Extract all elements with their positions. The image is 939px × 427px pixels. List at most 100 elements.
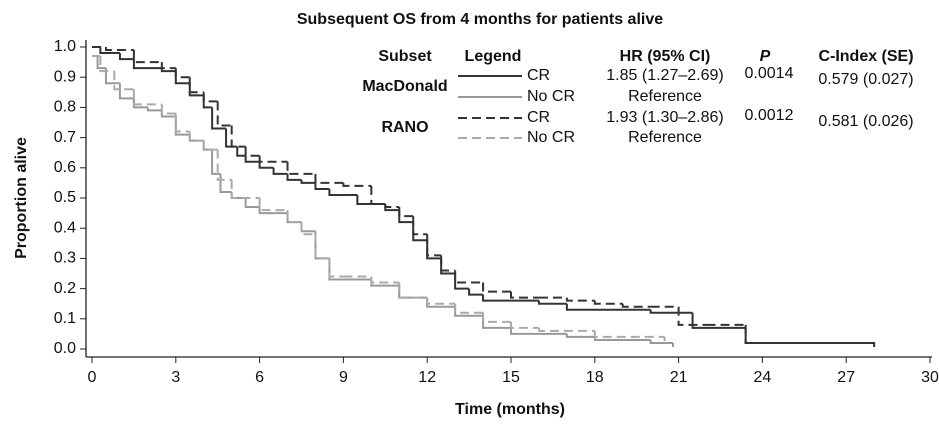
- x-tick-label: 3: [171, 369, 180, 386]
- survival-step: [300, 222, 316, 233]
- legend-header: Legend: [465, 48, 522, 65]
- survival-step: [314, 231, 330, 260]
- survival-step: [328, 188, 344, 196]
- survival-step: [230, 125, 246, 148]
- survival-step: [593, 300, 623, 305]
- x-tick-label: 9: [339, 369, 348, 386]
- survival-step: [286, 173, 302, 181]
- legend-subset: MacDonald: [362, 78, 447, 95]
- p-value: 0.0014: [745, 65, 794, 82]
- survival-step: [300, 222, 316, 236]
- chart-title: Subsequent OS from 4 months for patients…: [297, 11, 663, 28]
- hazard-ratio: Reference: [628, 129, 702, 146]
- survival-step: [454, 303, 484, 314]
- survival-step: [426, 240, 442, 260]
- x-tick-label: 27: [837, 369, 855, 386]
- survival-step: [454, 273, 470, 290]
- survival-step: [398, 207, 414, 218]
- y-tick-label: 0.9: [54, 68, 76, 85]
- y-tick-label: 0.1: [54, 310, 76, 327]
- survival-step: [104, 68, 120, 85]
- x-tick-label: 30: [921, 369, 939, 386]
- survival-step: [593, 336, 651, 341]
- survival-step: [113, 71, 134, 91]
- survival-step: [132, 50, 162, 64]
- c-index: 0.579 (0.027): [818, 71, 913, 88]
- survival-step: [99, 47, 120, 55]
- legend-label: CR: [527, 67, 550, 84]
- survival-step: [314, 234, 330, 260]
- survival-step: [225, 128, 238, 148]
- survival-step: [677, 306, 707, 326]
- c-index: 0.581 (0.026): [818, 113, 913, 130]
- survival-step: [160, 62, 176, 70]
- survival-step: [691, 312, 707, 329]
- legend-label: No CR: [527, 88, 575, 105]
- y-axis-label: Proportion alive: [13, 137, 30, 259]
- x-axis-label: Time (months): [455, 401, 565, 418]
- survival-step: [236, 146, 246, 157]
- legend-header: C-Index (SE): [818, 48, 913, 65]
- survival-step: [286, 213, 302, 224]
- p-value: 0.0012: [745, 107, 794, 124]
- x-tick-label: 12: [418, 369, 436, 386]
- survival-step: [188, 83, 204, 97]
- survival-step: [454, 270, 484, 284]
- survival-step: [174, 68, 190, 79]
- y-tick-label: 0.6: [54, 159, 76, 176]
- survival-step: [370, 276, 400, 284]
- y-tick-label: 0.5: [54, 189, 76, 206]
- survival-step: [174, 116, 190, 136]
- survival-step: [468, 288, 484, 296]
- survival-step: [314, 173, 344, 184]
- survival-step: [454, 306, 484, 317]
- survival-step: [593, 330, 665, 338]
- survival-step: [146, 107, 162, 112]
- x-tick-label: 6: [255, 369, 264, 386]
- survival-step: [440, 255, 456, 272]
- survival-step: [663, 336, 666, 341]
- survival-step: [219, 173, 232, 193]
- x-tick-label: 21: [670, 369, 688, 386]
- survival-step: [744, 324, 875, 344]
- survival-step: [188, 77, 204, 94]
- y-tick-label: 0.3: [54, 250, 76, 267]
- survival-step: [258, 207, 288, 215]
- survival-step: [510, 327, 539, 335]
- survival-step: [300, 179, 316, 184]
- survival-step: [744, 327, 875, 344]
- survival-step: [565, 297, 595, 302]
- survival-step: [426, 297, 456, 308]
- y-tick-label: 0.7: [54, 129, 76, 146]
- survival-step: [202, 92, 218, 103]
- survival-step: [174, 113, 190, 133]
- survival-step: [412, 216, 428, 236]
- survival-step: [398, 285, 428, 299]
- survival-step: [132, 59, 162, 70]
- survival-step: [426, 234, 442, 257]
- survival-step: [202, 140, 218, 151]
- survival-step: [672, 342, 675, 347]
- survival-step: [160, 104, 176, 115]
- survival-step: [99, 56, 115, 73]
- survival-step: [272, 167, 288, 175]
- survival-step: [244, 146, 260, 157]
- survival-step: [426, 297, 456, 305]
- survival-step: [370, 185, 386, 206]
- survival-step: [230, 179, 260, 199]
- x-tick-label: 24: [754, 369, 772, 386]
- survival-step: [160, 68, 176, 73]
- survival-step: [258, 161, 274, 169]
- survival-step: [537, 327, 595, 332]
- survival-step: [216, 101, 232, 127]
- survival-step: [565, 303, 623, 311]
- survival-step: [132, 98, 148, 109]
- survival-step: [104, 47, 134, 52]
- survival-step: [244, 155, 260, 163]
- legend-header: P: [760, 48, 771, 65]
- hazard-ratio: 1.93 (1.30–2.86): [606, 109, 723, 126]
- y-tick-label: 0.4: [54, 219, 76, 236]
- y-tick-label: 0.0: [54, 340, 76, 357]
